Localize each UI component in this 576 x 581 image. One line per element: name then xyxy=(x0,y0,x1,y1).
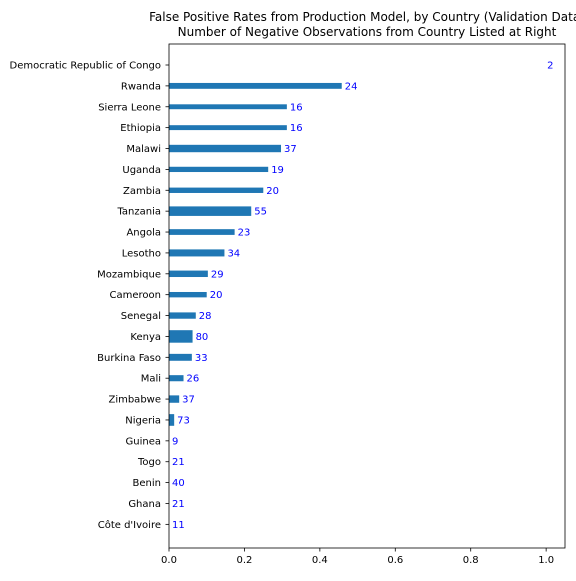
count-label: 26 xyxy=(187,374,200,385)
count-label: 16 xyxy=(290,123,303,134)
count-label: 33 xyxy=(195,353,208,364)
category-label: Tanzania xyxy=(116,207,161,218)
bar xyxy=(169,82,342,89)
bar xyxy=(169,125,287,131)
count-label: 73 xyxy=(177,415,190,426)
count-label: 80 xyxy=(196,332,209,343)
category-label: Ethiopia xyxy=(120,123,161,134)
count-label: 29 xyxy=(211,269,224,280)
plot-frame xyxy=(168,43,566,549)
category-label: Lesotho xyxy=(122,248,161,259)
bar xyxy=(169,206,252,216)
count-label: 20 xyxy=(266,186,279,197)
category-label: Mozambique xyxy=(97,269,161,280)
x-tick-label: 1.0 xyxy=(538,555,554,566)
x-tick-label: 0.2 xyxy=(236,555,252,566)
category-label: Malawi xyxy=(126,144,161,155)
category-label: Sierra Leone xyxy=(98,102,161,113)
bar xyxy=(169,330,193,343)
bar xyxy=(169,144,282,153)
category-label: Zambia xyxy=(123,186,161,197)
category-label: Nigeria xyxy=(125,415,161,426)
x-tick-label: 0.4 xyxy=(312,555,328,566)
bar xyxy=(169,312,196,319)
count-label: 9 xyxy=(172,436,178,447)
count-label: 19 xyxy=(271,165,284,176)
bars xyxy=(169,82,342,426)
category-label: Cameroon xyxy=(110,290,161,301)
category-label: Democratic Republic of Congo xyxy=(10,61,161,72)
count-label: 55 xyxy=(254,207,267,218)
category-label: Burkina Faso xyxy=(97,353,161,364)
count-label: 20 xyxy=(210,290,223,301)
bar xyxy=(169,375,184,382)
x-tick-label: 0.8 xyxy=(463,555,479,566)
bar xyxy=(169,166,269,173)
category-label: Zimbabwe xyxy=(108,395,161,406)
category-label: Togo xyxy=(137,457,161,468)
x-tick-label: 0.6 xyxy=(387,555,403,566)
count-label: 16 xyxy=(290,102,303,113)
count-label: 2 xyxy=(547,61,553,72)
count-label: 28 xyxy=(199,311,212,322)
bar xyxy=(169,270,208,278)
bar xyxy=(169,291,207,298)
chart-title: False Positive Rates from Production Mod… xyxy=(149,10,576,39)
category-labels: Democratic Republic of Congo Rwanda Sierra… xyxy=(10,61,161,531)
category-label: Ghana xyxy=(128,499,161,510)
bar xyxy=(169,395,180,403)
count-label: 37 xyxy=(182,395,195,406)
category-label: Rwanda xyxy=(121,81,161,92)
bar xyxy=(169,353,192,361)
count-label: 21 xyxy=(172,457,185,468)
chart-title-line: Number of Negative Observations from Cou… xyxy=(178,25,557,39)
bar xyxy=(169,229,235,235)
x-tick-label: 0.0 xyxy=(161,555,177,566)
category-label: Guinea xyxy=(126,436,161,447)
count-label: 37 xyxy=(284,144,297,155)
category-label: Benin xyxy=(133,478,161,489)
count-label: 40 xyxy=(172,478,185,489)
bar xyxy=(169,414,175,426)
count-label: 11 xyxy=(172,520,185,531)
bar xyxy=(169,187,264,193)
category-label: Côte d'Ivoire xyxy=(98,519,161,531)
count-label: 21 xyxy=(172,499,185,510)
category-label: Angola xyxy=(126,228,161,239)
count-label: 34 xyxy=(227,248,240,259)
count-label: 24 xyxy=(345,81,358,92)
category-label: Senegal xyxy=(121,311,161,322)
bar xyxy=(169,104,287,110)
category-label: Kenya xyxy=(130,332,161,343)
count-label: 23 xyxy=(238,228,251,239)
count-labels: 2241616371920552334292028803326377392140… xyxy=(172,61,554,531)
chart-title-line: False Positive Rates from Production Mod… xyxy=(149,10,576,24)
bar xyxy=(169,249,225,257)
category-label: Uganda xyxy=(122,165,161,176)
axes: 0.0 0.2 0.4 0.6 0.8 1.0 xyxy=(161,43,566,566)
category-label: Mali xyxy=(141,374,161,385)
